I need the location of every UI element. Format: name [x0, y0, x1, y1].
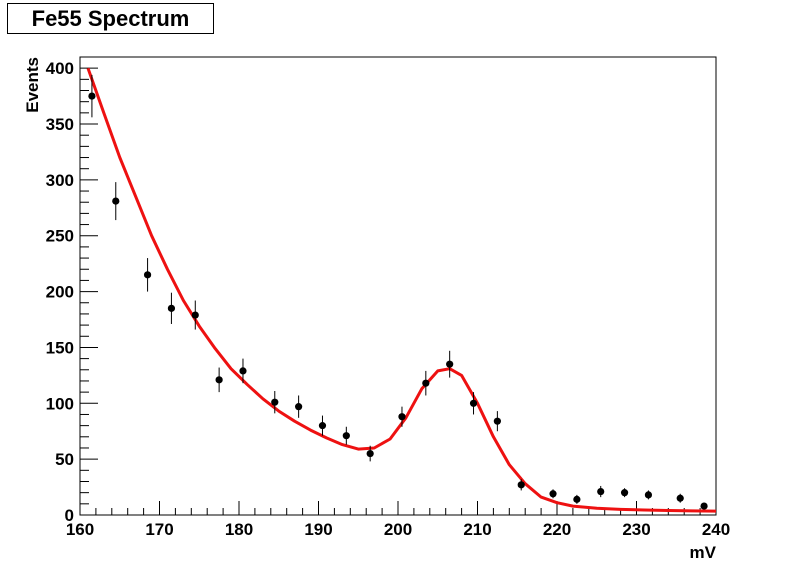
x-tick-label: 170 [145, 520, 173, 539]
y-tick-label: 0 [65, 506, 74, 525]
x-tick-label: 180 [225, 520, 253, 539]
data-point [191, 311, 199, 319]
data-point [493, 417, 501, 425]
data-point [469, 399, 478, 407]
y-tick-label: 250 [46, 227, 74, 246]
x-tick-label: 190 [304, 520, 332, 539]
data-point [700, 502, 708, 510]
data-point [573, 495, 581, 503]
data-point [422, 379, 430, 387]
fit-curve-layer [86, 67, 717, 513]
x-axis-title: mV [690, 543, 717, 562]
data-point [644, 491, 653, 499]
x-tick-label: 200 [384, 520, 412, 539]
chart-title: Fe55 Spectrum [7, 3, 214, 34]
x-tick-label: 210 [463, 520, 491, 539]
y-tick-label: 100 [46, 394, 74, 413]
data-point [517, 481, 525, 489]
fit-curve-line [86, 67, 717, 513]
data-point [597, 487, 605, 496]
data-point [167, 304, 176, 312]
data-points-layer [88, 74, 708, 510]
x-tick-label: 220 [543, 520, 571, 539]
data-point [239, 367, 247, 375]
data-point [215, 376, 223, 384]
x-tick-label: 230 [622, 520, 650, 539]
y-tick-label: 300 [46, 171, 74, 190]
y-tick-label: 200 [46, 283, 74, 302]
data-point [295, 403, 303, 411]
data-point [143, 271, 152, 279]
x-tick-labels: 160 170 180 190 200 210 220 230 240 [66, 520, 730, 539]
data-point [112, 197, 120, 205]
axis-ticks [79, 56, 717, 516]
y-axis-title: Events [23, 57, 42, 113]
data-point [88, 92, 96, 100]
y-tick-label: 50 [55, 450, 74, 469]
x-tick-label: 240 [702, 520, 730, 539]
data-point [366, 449, 374, 458]
data-point [398, 413, 406, 421]
y-tick-label: 350 [46, 115, 74, 134]
x-tick-label: 160 [66, 520, 94, 539]
data-point [549, 490, 557, 498]
data-point [271, 398, 279, 406]
data-point [620, 489, 629, 497]
data-point [342, 432, 350, 440]
data-point [446, 360, 454, 368]
y-tick-label: 150 [46, 338, 74, 357]
data-point [318, 422, 327, 430]
y-tick-labels: 0 50 100 150 200 250 300 350 400 [46, 59, 74, 525]
y-tick-label: 400 [46, 59, 74, 78]
data-point [676, 494, 684, 502]
